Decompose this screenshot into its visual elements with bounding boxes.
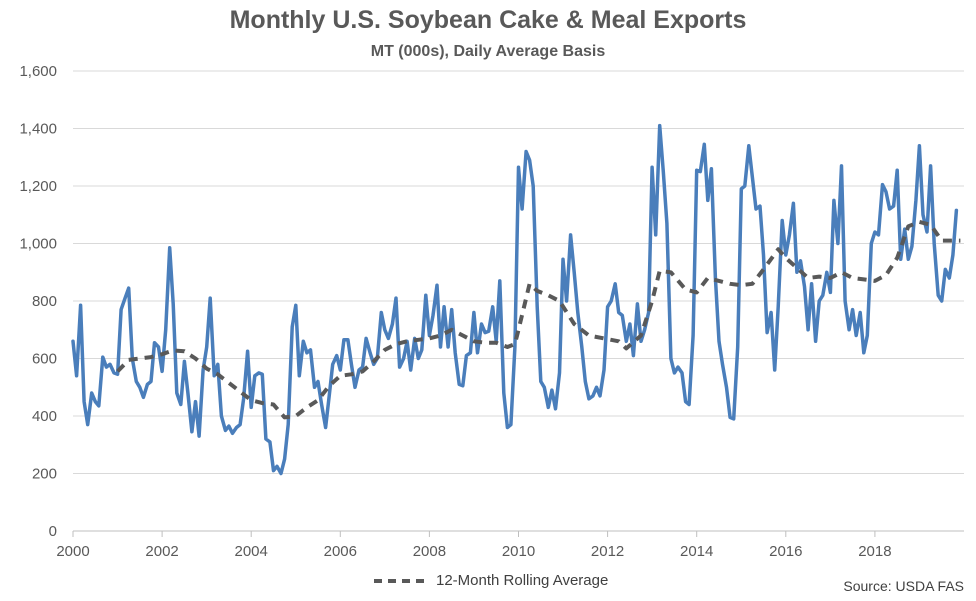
chart-subtitle: MT (000s), Daily Average Basis [370, 43, 606, 60]
y-tick-label: 800 [32, 293, 57, 310]
y-tick-label: 200 [32, 466, 57, 483]
source-note: Source: USDA FAS [843, 578, 964, 594]
y-tick-label: 1,600 [19, 63, 57, 80]
plot-area [71, 123, 961, 476]
gridlines [73, 70, 964, 532]
x-tick-label: 2004 [235, 543, 268, 560]
y-tick-label: 1,000 [19, 236, 57, 253]
chart-title: Monthly U.S. Soybean Cake & Meal Exports [229, 6, 747, 34]
x-tick-label: 2002 [145, 543, 178, 560]
x-tick-label: 2018 [858, 543, 891, 560]
x-tick-label: 2014 [680, 543, 713, 560]
legend: 12-Month Rolling Average [372, 572, 608, 589]
x-tick-label: 2006 [324, 543, 357, 560]
legend-dash-swatch [374, 578, 426, 583]
y-tick-label: 400 [32, 408, 57, 425]
x-tick-label: 2000 [56, 543, 89, 560]
y-tick-label: 1,400 [19, 121, 57, 138]
series-line-rolling-average [116, 219, 961, 420]
x-tick-label: 2010 [502, 543, 535, 560]
x-tick-label: 2012 [591, 543, 624, 560]
series-line-monthly-exports [71, 123, 959, 476]
y-tick-label: 1,200 [19, 178, 57, 195]
y-tick-label: 600 [32, 351, 57, 368]
x-axis: 2000 2002 2004 2006 2008 2010 2012 2014 2016 2018 [56, 531, 892, 560]
x-tick-label: 2008 [413, 543, 446, 560]
y-tick-label: 0 [49, 523, 57, 540]
x-tick-label: 2016 [769, 543, 802, 560]
y-axis: 0 200 400 600 800 1,000 1,200 1,400 1,600 [19, 63, 57, 540]
legend-label: 12-Month Rolling Average [436, 572, 609, 589]
